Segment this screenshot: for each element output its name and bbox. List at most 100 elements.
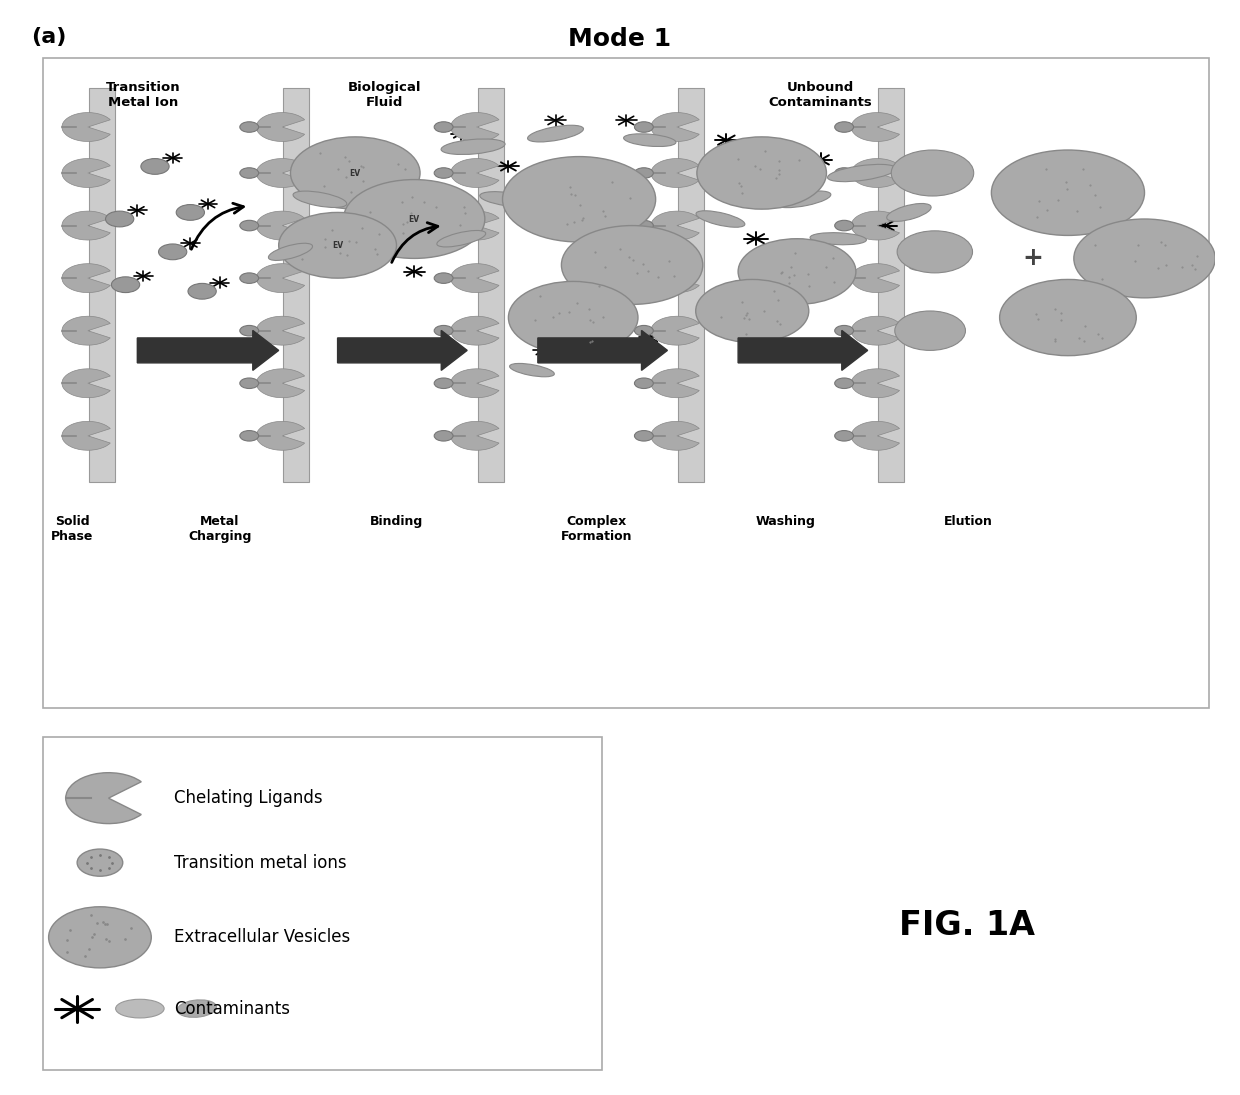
Wedge shape xyxy=(257,422,305,450)
Circle shape xyxy=(835,325,853,336)
Wedge shape xyxy=(651,422,699,450)
Text: Metal
Charging: Metal Charging xyxy=(188,515,252,543)
Wedge shape xyxy=(851,369,899,397)
Bar xyxy=(678,88,704,482)
Ellipse shape xyxy=(480,192,537,207)
Circle shape xyxy=(696,279,808,343)
Circle shape xyxy=(239,325,259,336)
Wedge shape xyxy=(257,264,305,292)
Wedge shape xyxy=(851,159,899,187)
FancyArrow shape xyxy=(738,331,868,370)
Circle shape xyxy=(999,279,1136,356)
Ellipse shape xyxy=(696,210,745,228)
Circle shape xyxy=(635,122,653,132)
Wedge shape xyxy=(651,264,699,292)
Wedge shape xyxy=(651,159,699,187)
Circle shape xyxy=(635,325,653,336)
Wedge shape xyxy=(62,113,110,141)
Wedge shape xyxy=(257,113,305,141)
Circle shape xyxy=(738,239,856,304)
Circle shape xyxy=(434,168,453,178)
Circle shape xyxy=(635,430,653,441)
Wedge shape xyxy=(257,369,305,397)
Text: Extracellular Vesicles: Extracellular Vesicles xyxy=(174,929,351,946)
Ellipse shape xyxy=(436,230,486,247)
Text: Solid
Phase: Solid Phase xyxy=(51,515,94,543)
Text: Elution: Elution xyxy=(944,515,992,528)
Circle shape xyxy=(434,325,453,336)
Ellipse shape xyxy=(810,232,867,245)
Wedge shape xyxy=(450,264,498,292)
Circle shape xyxy=(635,220,653,231)
Ellipse shape xyxy=(293,192,347,207)
Circle shape xyxy=(835,378,853,389)
Text: EV: EV xyxy=(350,169,361,177)
Circle shape xyxy=(635,168,653,178)
Circle shape xyxy=(1074,219,1215,298)
FancyArrow shape xyxy=(138,331,279,370)
Circle shape xyxy=(239,378,259,389)
Wedge shape xyxy=(450,159,498,187)
Wedge shape xyxy=(851,113,899,141)
Ellipse shape xyxy=(441,139,505,154)
Text: +: + xyxy=(1022,246,1043,270)
Wedge shape xyxy=(651,316,699,345)
Circle shape xyxy=(502,157,656,242)
Circle shape xyxy=(835,220,853,231)
Ellipse shape xyxy=(775,191,831,208)
Text: Contaminants: Contaminants xyxy=(174,1000,290,1017)
Wedge shape xyxy=(851,422,899,450)
Wedge shape xyxy=(62,316,110,345)
Ellipse shape xyxy=(510,364,554,377)
Wedge shape xyxy=(257,316,305,345)
Ellipse shape xyxy=(887,204,931,221)
Circle shape xyxy=(188,284,216,299)
Bar xyxy=(477,88,503,482)
Circle shape xyxy=(434,122,453,132)
Circle shape xyxy=(562,226,703,304)
Circle shape xyxy=(835,430,853,441)
Wedge shape xyxy=(851,211,899,240)
Wedge shape xyxy=(62,369,110,397)
Circle shape xyxy=(835,122,853,132)
Wedge shape xyxy=(851,264,899,292)
Circle shape xyxy=(434,273,453,284)
Circle shape xyxy=(835,168,853,178)
Circle shape xyxy=(48,907,151,968)
Ellipse shape xyxy=(587,344,642,357)
Text: Transition metal ions: Transition metal ions xyxy=(174,854,347,872)
Text: EV: EV xyxy=(332,241,343,250)
Circle shape xyxy=(290,137,420,209)
Text: Mode 1: Mode 1 xyxy=(568,27,672,51)
Wedge shape xyxy=(851,316,899,345)
Ellipse shape xyxy=(268,243,312,261)
Wedge shape xyxy=(450,211,498,240)
Circle shape xyxy=(141,159,169,174)
Wedge shape xyxy=(450,316,498,345)
FancyArrow shape xyxy=(538,331,667,370)
Text: Transition
Metal Ion: Transition Metal Ion xyxy=(105,81,181,110)
Circle shape xyxy=(635,273,653,284)
Circle shape xyxy=(279,212,397,278)
Ellipse shape xyxy=(177,1000,217,1017)
Bar xyxy=(284,88,309,482)
Circle shape xyxy=(434,220,453,231)
Ellipse shape xyxy=(712,152,776,168)
Circle shape xyxy=(239,220,259,231)
Circle shape xyxy=(343,180,485,258)
Text: Complex
Formation: Complex Formation xyxy=(560,515,632,543)
Text: Binding: Binding xyxy=(370,515,423,528)
Text: Chelating Ligands: Chelating Ligands xyxy=(174,789,322,807)
Ellipse shape xyxy=(624,134,676,147)
Text: FIG. 1A: FIG. 1A xyxy=(899,909,1035,942)
Wedge shape xyxy=(450,369,498,397)
Wedge shape xyxy=(62,159,110,187)
Circle shape xyxy=(508,281,639,354)
Bar xyxy=(878,88,904,482)
Text: Washing: Washing xyxy=(755,515,815,528)
Wedge shape xyxy=(257,159,305,187)
Circle shape xyxy=(239,168,259,178)
Circle shape xyxy=(239,122,259,132)
Bar xyxy=(89,88,115,482)
Circle shape xyxy=(892,150,973,196)
